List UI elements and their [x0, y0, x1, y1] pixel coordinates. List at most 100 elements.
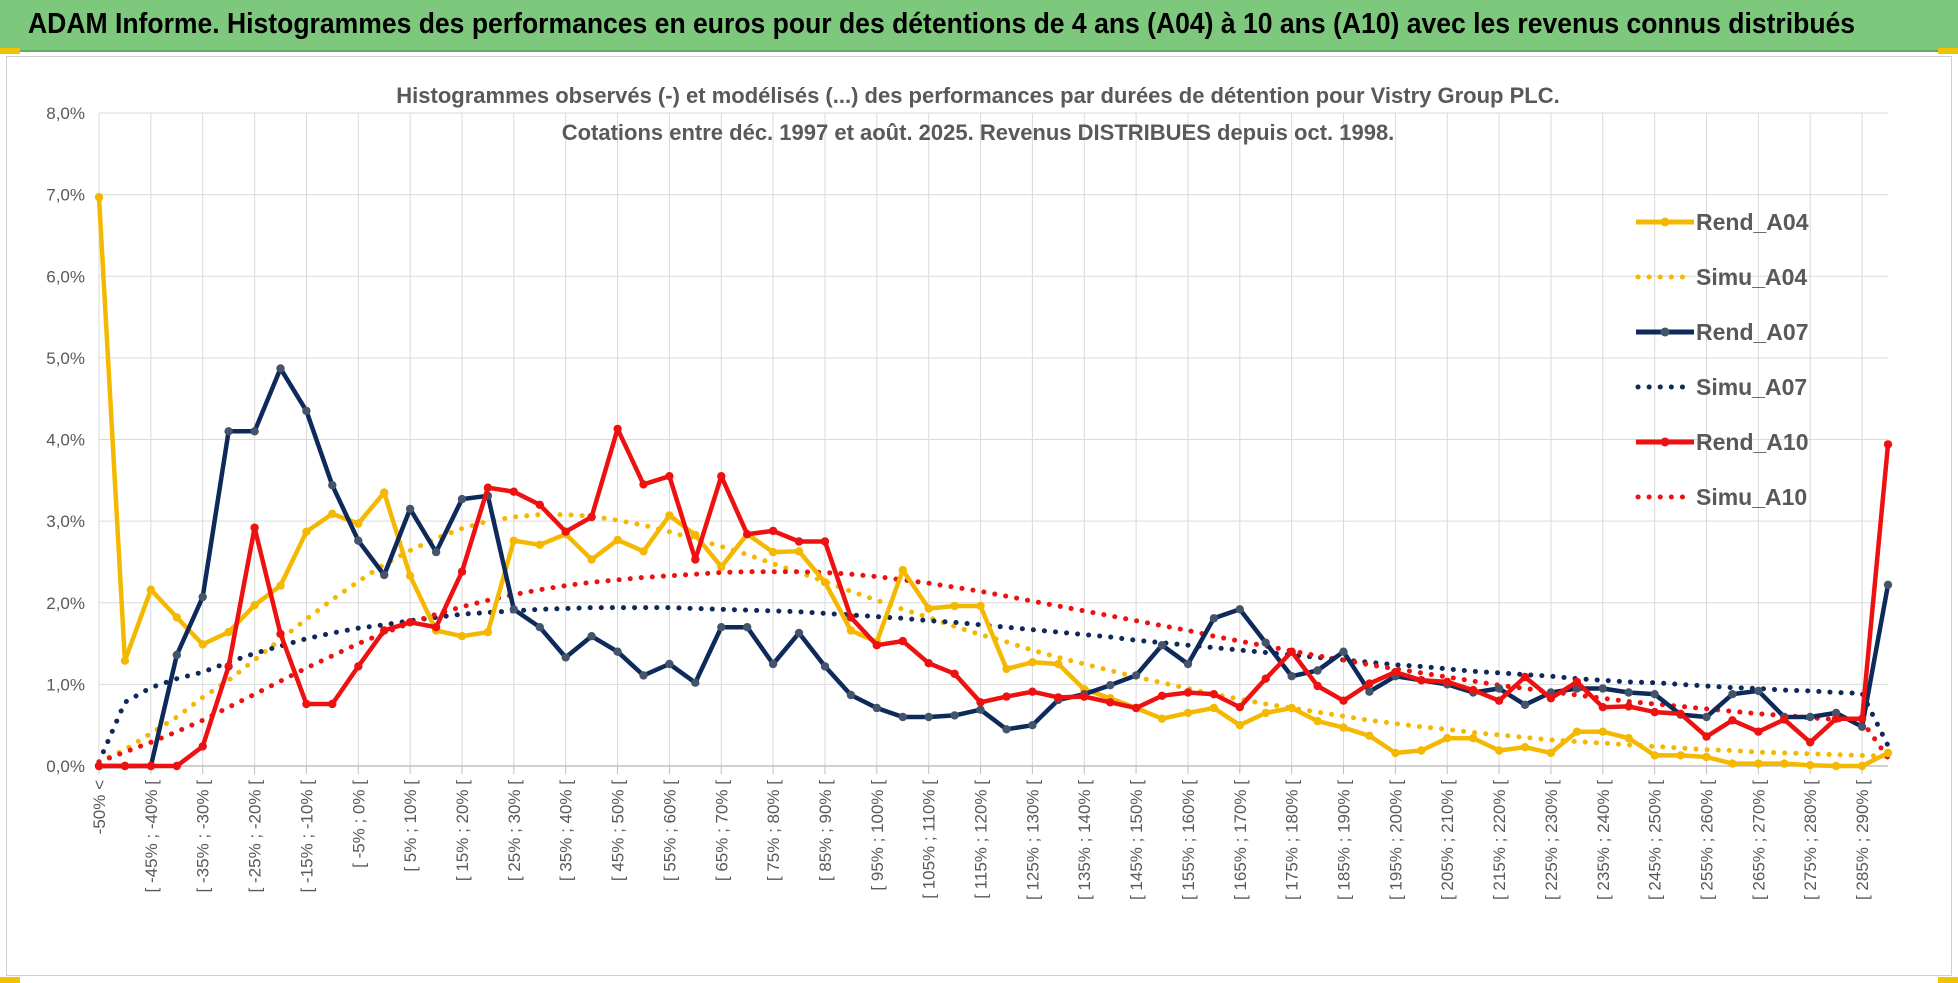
data-point: [691, 530, 700, 540]
data-point: [1235, 721, 1245, 730]
data-point: [1339, 723, 1348, 732]
data-point: [1831, 761, 1841, 771]
data-point: [1261, 638, 1270, 647]
data-point: [509, 536, 518, 545]
data-point: [1702, 732, 1711, 741]
data-point: [1883, 580, 1893, 589]
data-point: [1728, 716, 1737, 725]
data-point: [1624, 734, 1633, 743]
data-point: [457, 632, 467, 641]
data-point: [1546, 694, 1556, 703]
data-point: [1806, 738, 1815, 747]
data-point: [1106, 681, 1115, 690]
series-line: [96, 569, 1891, 765]
data-point: [1339, 696, 1348, 705]
data-point: [1054, 693, 1063, 702]
data-point: [898, 712, 907, 722]
data-point: [328, 481, 337, 490]
data-point: [172, 761, 181, 771]
data-point: [976, 698, 985, 707]
y-tick-label: 4,0%: [46, 431, 85, 450]
data-point: [717, 562, 726, 571]
data-point: [250, 601, 259, 610]
data-point: [276, 581, 285, 590]
data-point: [1831, 714, 1841, 723]
data-point: [380, 570, 389, 580]
data-point: [1754, 686, 1763, 696]
data-point: [224, 662, 233, 671]
data-point: [146, 585, 156, 594]
data-point: [665, 511, 674, 520]
data-point: [1054, 659, 1063, 669]
data-point: [535, 500, 544, 509]
series-line: [99, 366, 1891, 769]
data-point: [1494, 746, 1504, 755]
data-point: [1313, 716, 1322, 726]
data-point: [250, 523, 259, 532]
data-point: [1002, 725, 1011, 734]
data-point: [768, 547, 778, 557]
data-point: [1780, 715, 1789, 724]
data-point: [613, 535, 622, 545]
data-point: [1313, 681, 1322, 691]
data-point: [535, 623, 544, 632]
data-point: [276, 364, 285, 373]
data-point: [1157, 691, 1167, 700]
data-point: [743, 623, 752, 632]
x-tick-label: [ 175% ; 180% [: [1283, 780, 1302, 900]
y-tick-label: 7,0%: [46, 186, 85, 205]
series-line: [99, 426, 1891, 769]
data-point: [1183, 659, 1193, 669]
x-tick-label: [ 35% ; 40% [: [557, 780, 576, 881]
data-point: [1365, 679, 1374, 688]
data-point: [1857, 714, 1867, 723]
data-point: [1417, 746, 1426, 755]
data-point: [976, 705, 985, 714]
data-point: [172, 650, 181, 660]
x-tick-label: [ 215% ; 220% [: [1490, 780, 1509, 900]
y-tick-label: 6,0%: [46, 267, 85, 286]
data-point: [224, 427, 233, 436]
legend-label: Simu_A07: [1696, 374, 1807, 400]
data-point: [1157, 641, 1167, 650]
data-point: [328, 699, 337, 709]
y-tick-label: 5,0%: [46, 349, 85, 368]
data-point: [717, 623, 726, 632]
data-point: [1469, 734, 1478, 743]
x-tick-label: [ 95% ; 100% [: [868, 780, 887, 891]
data-point: [1183, 688, 1193, 697]
x-tick-label: [ 155% ; 160% [: [1179, 780, 1198, 900]
x-tick-label: [ 55% ; 60% [: [660, 780, 679, 881]
data-point: [146, 761, 156, 771]
data-point: [846, 626, 856, 635]
data-point: [1443, 677, 1452, 687]
data-point: [587, 555, 596, 564]
data-point: [639, 480, 648, 489]
data-point: [1676, 709, 1685, 718]
data-point: [950, 669, 959, 678]
data-point: [1676, 751, 1685, 760]
y-tick-label: 8,0%: [46, 104, 85, 123]
data-point: [94, 761, 104, 771]
data-point: [1572, 727, 1582, 736]
data-point: [820, 578, 830, 587]
data-point: [587, 632, 596, 641]
legend-label: Rend_A07: [1696, 319, 1808, 345]
data-point: [405, 571, 415, 580]
data-point: [872, 641, 881, 650]
data-point: [1598, 727, 1608, 736]
data-point: [380, 488, 389, 497]
data-point: [431, 623, 441, 632]
legend-label: Rend_A04: [1696, 209, 1809, 235]
data-point: [639, 547, 648, 556]
data-point: [1494, 684, 1504, 693]
data-point: [665, 472, 674, 481]
data-point: [1806, 712, 1815, 722]
x-tick-label: [ 235% ; 240% [: [1594, 780, 1613, 900]
data-point: [1209, 614, 1219, 623]
x-tick-label: [ 275% ; 280% [: [1801, 780, 1820, 900]
x-tick-label: [ -45% ; -40% [: [142, 780, 161, 893]
data-point: [224, 627, 233, 637]
corner-decoration-icon: [1938, 48, 1958, 54]
data-point: [1365, 731, 1374, 740]
